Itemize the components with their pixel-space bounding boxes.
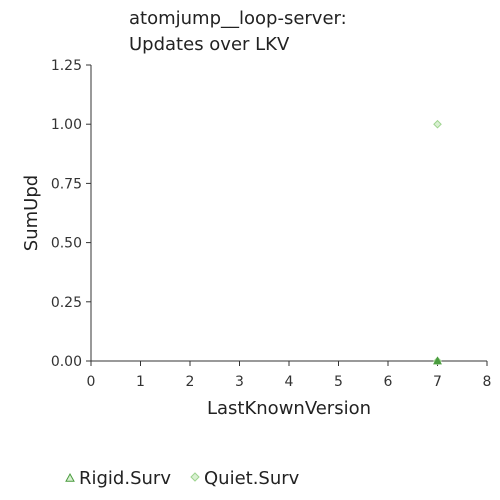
- y-tick-label: 1.25: [51, 58, 82, 74]
- y-tick-label: 0.00: [51, 354, 82, 370]
- x-tick-label: 2: [186, 374, 195, 390]
- data-points: [433, 119, 442, 366]
- chart-title-line-2: Updates over LKV: [129, 34, 290, 55]
- x-tick-label: 1: [136, 374, 145, 390]
- y-axis-label: SumUpd: [21, 175, 42, 251]
- y-tick-label: 0.50: [51, 236, 82, 252]
- legend-marker-triangle-icon: [65, 472, 75, 482]
- x-ticks: 0 1 2 3 4 5 6 7 8: [87, 361, 492, 390]
- x-axis-label: LastKnownVersion: [207, 398, 371, 419]
- chart-title: atomjump__loop-server: Updates over LKV: [129, 8, 347, 55]
- y-ticks: 0.00 0.25 0.50 0.75 1.00 1.25: [51, 58, 91, 370]
- x-tick-label: 5: [334, 374, 343, 390]
- legend-marker-diamond-icon: [190, 472, 200, 482]
- x-tick-label: 3: [235, 374, 244, 390]
- legend-label-quiet-surv: Quiet.Surv: [204, 468, 300, 489]
- legend-label-rigid-surv: Rigid.Surv: [79, 468, 171, 489]
- chart-title-line-1: atomjump__loop-server:: [129, 8, 347, 29]
- x-tick-label: 6: [384, 374, 393, 390]
- y-tick-label: 0.25: [51, 295, 82, 311]
- x-tick-label: 7: [433, 374, 442, 390]
- legend-item-quiet-surv: Quiet.Surv: [190, 468, 300, 489]
- x-tick-label: 8: [483, 374, 492, 390]
- y-tick-label: 1.00: [51, 117, 82, 133]
- data-point-quiet-surv: [433, 119, 442, 129]
- legend: Rigid.Surv Quiet.Surv: [65, 468, 300, 489]
- legend-item-rigid-surv: Rigid.Surv: [65, 468, 171, 489]
- data-point-rigid-surv: [433, 356, 442, 365]
- x-tick-label: 4: [285, 374, 294, 390]
- x-tick-label: 0: [87, 374, 96, 390]
- axes: [90, 65, 487, 362]
- y-tick-label: 0.75: [51, 176, 82, 192]
